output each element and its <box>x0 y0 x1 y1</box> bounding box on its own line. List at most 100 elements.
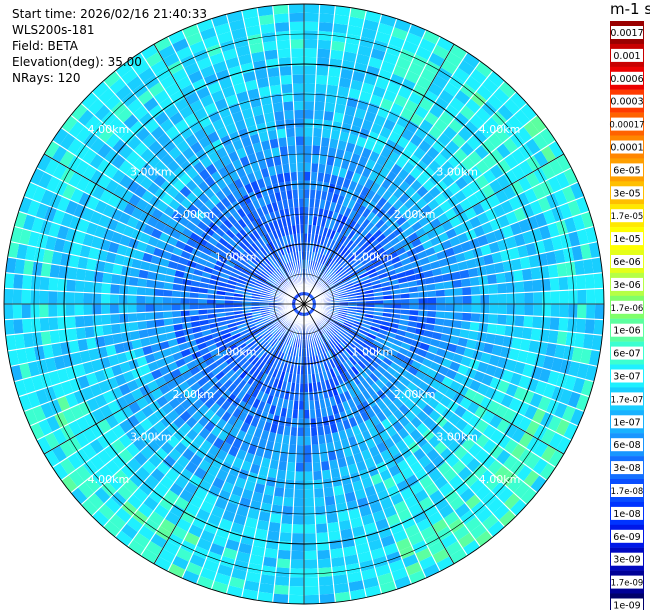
data-gate <box>251 491 264 503</box>
data-gate <box>268 324 277 332</box>
data-gate <box>380 344 391 353</box>
data-gate <box>118 433 133 449</box>
data-gate <box>453 311 463 321</box>
data-gate <box>148 335 160 346</box>
data-gate <box>443 318 454 328</box>
data-gate <box>189 298 199 304</box>
data-gate <box>585 226 598 244</box>
data-gate <box>537 395 552 412</box>
data-gate <box>324 268 332 277</box>
data-gate <box>215 69 231 82</box>
data-gate <box>524 404 538 421</box>
data-gate <box>383 118 397 131</box>
data-gate <box>23 332 34 349</box>
data-gate <box>304 594 320 604</box>
data-gate <box>145 304 155 313</box>
data-gate <box>559 304 569 318</box>
data-gate <box>258 465 270 477</box>
data-gate <box>487 520 505 538</box>
data-gate <box>341 326 350 333</box>
data-gate <box>503 438 519 455</box>
data-gate <box>267 278 276 285</box>
data-gate <box>207 361 219 372</box>
data-gate <box>126 494 143 510</box>
data-gate <box>120 523 138 540</box>
data-gate <box>328 259 336 269</box>
data-gate <box>357 360 367 370</box>
data-gate <box>193 242 205 252</box>
data-gate <box>304 471 314 481</box>
data-gate <box>356 392 367 404</box>
data-gate <box>353 452 365 464</box>
data-gate <box>516 126 533 144</box>
data-gate <box>246 508 260 520</box>
data-gate <box>271 229 279 240</box>
data-gate <box>423 90 439 105</box>
data-gate <box>518 416 532 432</box>
data-gate <box>314 399 321 410</box>
data-gate <box>321 343 328 353</box>
data-gate <box>324 102 336 113</box>
data-gate <box>145 287 155 297</box>
data-gate <box>277 279 286 287</box>
data-gate <box>324 256 331 266</box>
data-gate <box>284 479 295 489</box>
data-gate <box>73 389 87 405</box>
data-gate <box>249 42 264 54</box>
data-gate <box>287 145 297 155</box>
data-gate <box>217 255 228 264</box>
data-gate <box>326 330 334 339</box>
data-gate <box>382 241 393 252</box>
data-gate <box>60 212 74 228</box>
data-gate <box>361 82 375 95</box>
data-gate <box>316 66 329 76</box>
data-gate <box>475 159 490 175</box>
data-gate <box>286 136 296 146</box>
data-gate <box>468 414 482 429</box>
data-gate <box>355 372 366 383</box>
data-gate <box>459 487 476 503</box>
data-gate <box>225 340 236 349</box>
data-gate <box>522 363 535 378</box>
data-gate <box>487 323 498 335</box>
data-gate <box>533 150 549 168</box>
data-gate <box>300 365 304 375</box>
colorbar-label-bg <box>611 392 643 406</box>
data-gate <box>290 39 304 49</box>
data-gate <box>484 207 498 222</box>
data-gate <box>128 276 139 287</box>
data-gate <box>268 75 281 87</box>
data-gate <box>469 379 482 393</box>
data-gate <box>93 325 104 338</box>
data-gate <box>577 304 587 319</box>
data-gate <box>183 481 199 495</box>
data-gate <box>44 449 60 468</box>
data-gate <box>262 288 272 294</box>
data-gate <box>338 465 350 477</box>
data-gate <box>495 404 509 419</box>
data-gate <box>285 363 292 373</box>
data-gate <box>369 501 384 514</box>
data-gate <box>230 568 248 581</box>
data-gate <box>400 516 417 530</box>
data-gate <box>83 292 93 304</box>
data-gate <box>277 48 292 59</box>
data-gate <box>372 39 389 53</box>
data-gate <box>473 225 486 238</box>
data-gate <box>174 97 190 112</box>
data-gate <box>273 584 290 595</box>
data-gate <box>233 513 247 526</box>
data-gate <box>128 401 142 415</box>
data-gate <box>389 236 401 247</box>
data-gate <box>241 108 254 120</box>
data-gate <box>408 315 419 322</box>
data-gate <box>466 401 480 415</box>
data-gate <box>367 465 380 477</box>
data-gate <box>334 493 347 505</box>
data-gate <box>129 120 145 136</box>
data-gate <box>396 231 408 242</box>
data-gate <box>570 182 585 200</box>
data-gate <box>378 222 390 234</box>
data-gate <box>145 51 163 68</box>
data-gate <box>540 445 557 463</box>
